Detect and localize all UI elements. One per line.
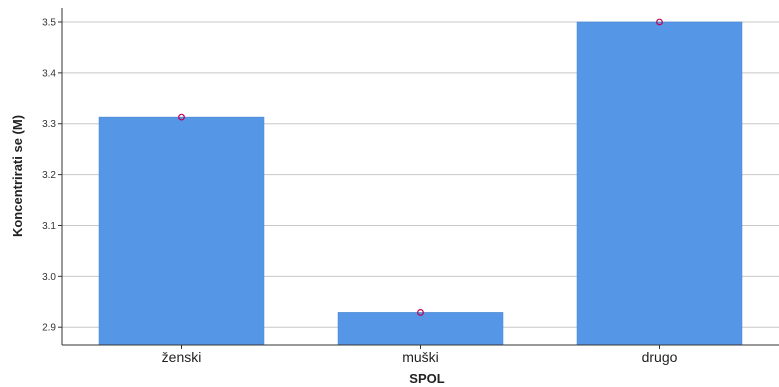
y-tick-label-4: 3.3 (42, 119, 56, 130)
bar-2 (576, 21, 743, 346)
x-axis-title: SPOL (409, 371, 444, 386)
y-axis-title: Koncentrirati se (M) (10, 115, 25, 237)
x-tick-labels: ženski muški drugo (162, 345, 678, 365)
x-tick-label-1: muški (402, 349, 439, 365)
y-tick-labels: 2.9 3.0 3.1 3.2 3.3 3.4 3.5 (42, 18, 62, 334)
y-tick-label-5: 3.4 (42, 68, 56, 79)
mean-marker-0 (178, 113, 185, 121)
y-tick-label-3: 3.2 (42, 170, 56, 181)
bar-1 (337, 312, 504, 346)
mean-marker-2 (656, 18, 663, 26)
y-tick-label-2: 3.1 (42, 221, 56, 232)
y-tick-label-1: 3.0 (42, 272, 56, 283)
mean-marker-1 (417, 309, 424, 316)
mean-markers (178, 18, 663, 316)
bars (98, 21, 743, 346)
x-tick-label-2: drugo (642, 349, 678, 365)
x-tick-label-0: ženski (162, 349, 202, 365)
y-tick-label-0: 2.9 (42, 323, 56, 334)
bar-0 (98, 116, 265, 346)
y-tick-label-6: 3.5 (42, 18, 56, 29)
